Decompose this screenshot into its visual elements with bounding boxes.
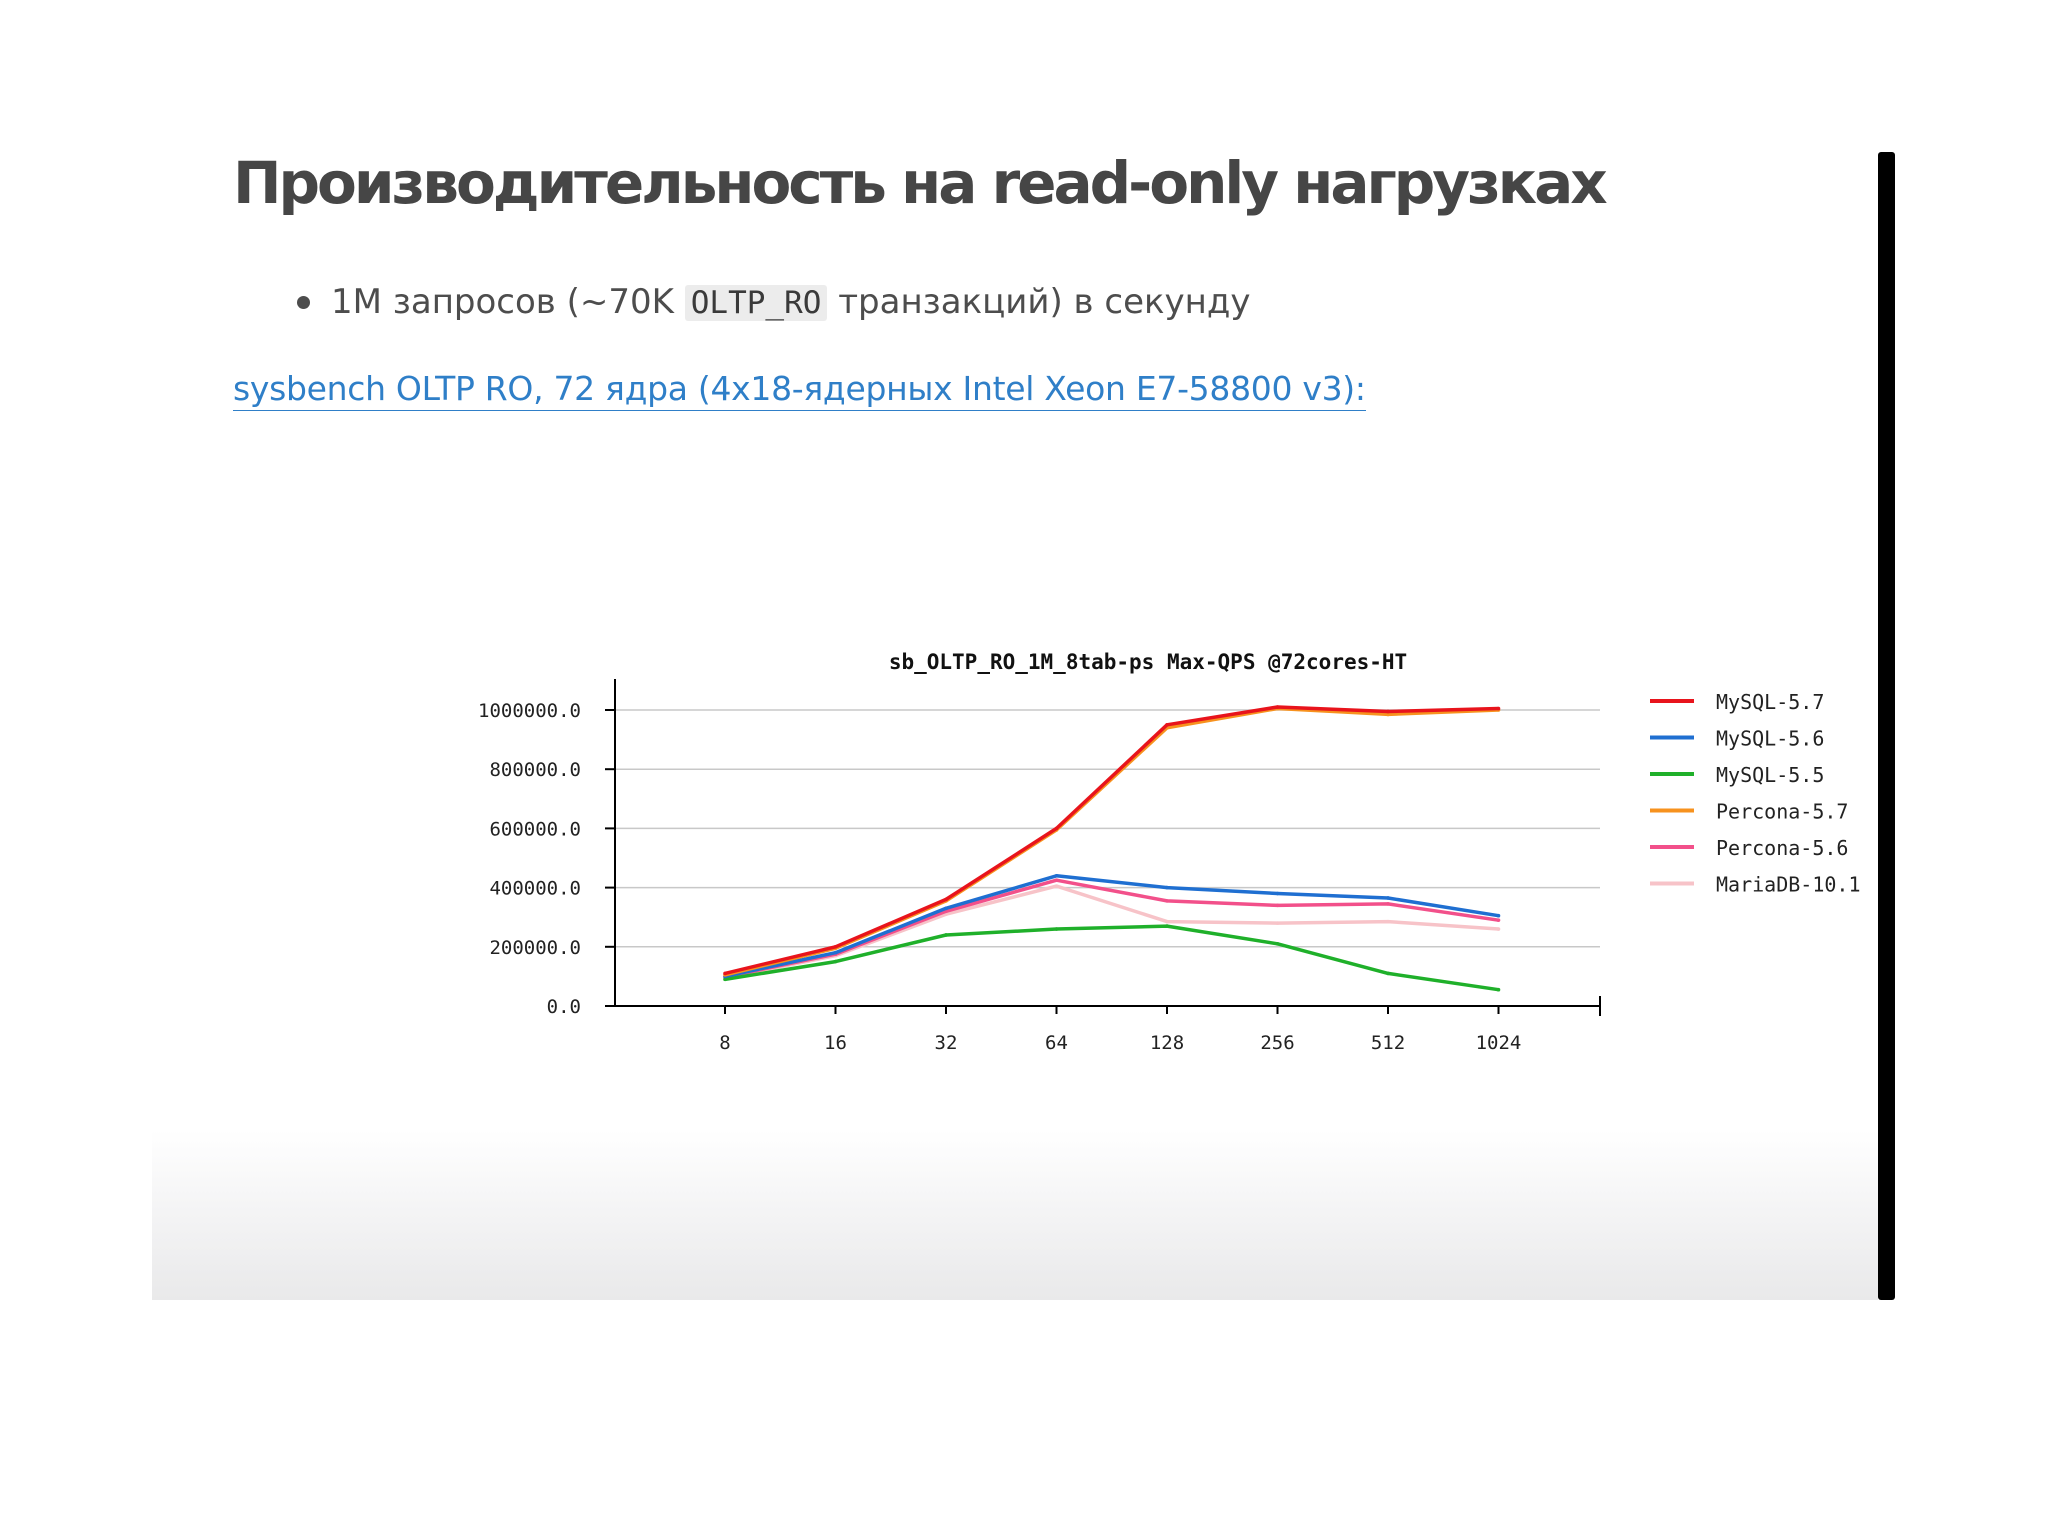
data-point: [944, 897, 948, 902]
bullet-code: OLTP_RO: [684, 285, 828, 321]
data-point: [1386, 712, 1390, 717]
y-tick-label: 1000000.0: [478, 700, 581, 722]
data-point: [1165, 899, 1169, 903]
x-tick-label: 128: [1150, 1032, 1184, 1054]
data-point: [833, 959, 838, 964]
data-point: [1275, 921, 1280, 925]
legend-label: Percona-5.7: [1716, 800, 1848, 824]
x-tick-label: 256: [1260, 1032, 1294, 1054]
data-point: [944, 933, 948, 937]
data-point: [1496, 706, 1501, 711]
chart-title: sb_OLTP_RO_1M_8tab-ps Max-QPS @72cores-H…: [889, 650, 1407, 674]
y-tick-label: 400000.0: [489, 878, 581, 900]
data-point: [1496, 927, 1501, 931]
slide: Производительность на read-only нагрузка…: [152, 152, 1878, 1300]
qps-line-chart: sb_OLTP_RO_1M_8tab-ps Max-QPS @72cores-H…: [478, 650, 1861, 1054]
x-tick-label: 8: [719, 1032, 730, 1054]
legend-label: MySQL-5.6: [1716, 727, 1824, 751]
data-point: [944, 906, 948, 911]
x-tick-label: 32: [935, 1032, 958, 1054]
series-line-mysql-5-6: [724, 874, 1499, 979]
legend-label: MySQL-5.5: [1716, 763, 1824, 787]
slide-title: Производительность на read-only нагрузка…: [233, 149, 1608, 217]
data-point: [1054, 826, 1059, 831]
data-point: [1165, 723, 1169, 727]
y-tick-label: 0.0: [547, 996, 581, 1018]
bullet-text-after: транзакций) в секунду: [827, 282, 1251, 322]
series-line-percona-5-7: [724, 706, 1499, 977]
x-tick-label: 16: [824, 1032, 847, 1054]
legend-label: MySQL-5.7: [1716, 690, 1824, 714]
benchmark-link[interactable]: sysbench OLTP RO, 72 ядра (4x18-ядерных …: [233, 368, 1366, 411]
data-point: [1386, 971, 1390, 976]
legend-label: MariaDB-10.1: [1716, 873, 1861, 897]
data-point: [1386, 896, 1390, 900]
data-point: [1386, 902, 1390, 906]
series-line-mysql-5-7: [724, 705, 1499, 976]
data-point: [833, 950, 838, 955]
x-tick-label: 512: [1371, 1032, 1405, 1054]
legend-label: Percona-5.6: [1716, 836, 1848, 860]
data-point: [1386, 709, 1390, 714]
data-point: [1275, 942, 1280, 946]
data-point: [1275, 891, 1280, 896]
data-point: [1165, 919, 1169, 924]
chart-container: sb_OLTP_RO_1M_8tab-ps Max-QPS @72cores-H…: [288, 482, 1888, 1122]
series-line-mariadb-10-1: [724, 884, 1499, 980]
data-point: [1496, 918, 1501, 922]
data-point: [1054, 927, 1059, 931]
data-point: [1496, 913, 1501, 918]
data-point: [723, 971, 727, 976]
data-point: [1054, 873, 1059, 878]
data-point: [1165, 924, 1169, 928]
data-point: [1054, 884, 1059, 888]
data-point: [723, 977, 727, 982]
data-point: [1275, 903, 1280, 908]
bullet-item: 1M запросов (~70K OLTP_RO транзакций) в …: [297, 280, 1251, 325]
data-point: [1386, 919, 1390, 924]
x-tick-label: 1024: [1476, 1032, 1522, 1054]
data-point: [833, 945, 838, 949]
data-point: [1165, 885, 1169, 890]
y-tick-label: 200000.0: [489, 937, 581, 959]
bullet-text-before: 1M запросов (~70K: [331, 282, 685, 322]
x-tick-label: 64: [1045, 1032, 1068, 1054]
y-tick-label: 600000.0: [489, 818, 581, 840]
slide-right-edge: [1878, 152, 1895, 1300]
y-tick-label: 800000.0: [489, 759, 581, 781]
data-point: [1054, 878, 1059, 882]
series-line-mysql-5-5: [724, 924, 1499, 992]
data-point: [1496, 987, 1501, 992]
bullet-list: 1M запросов (~70K OLTP_RO транзакций) в …: [297, 280, 1251, 325]
data-point: [1275, 705, 1280, 709]
bullet-dot-icon: [297, 296, 310, 309]
